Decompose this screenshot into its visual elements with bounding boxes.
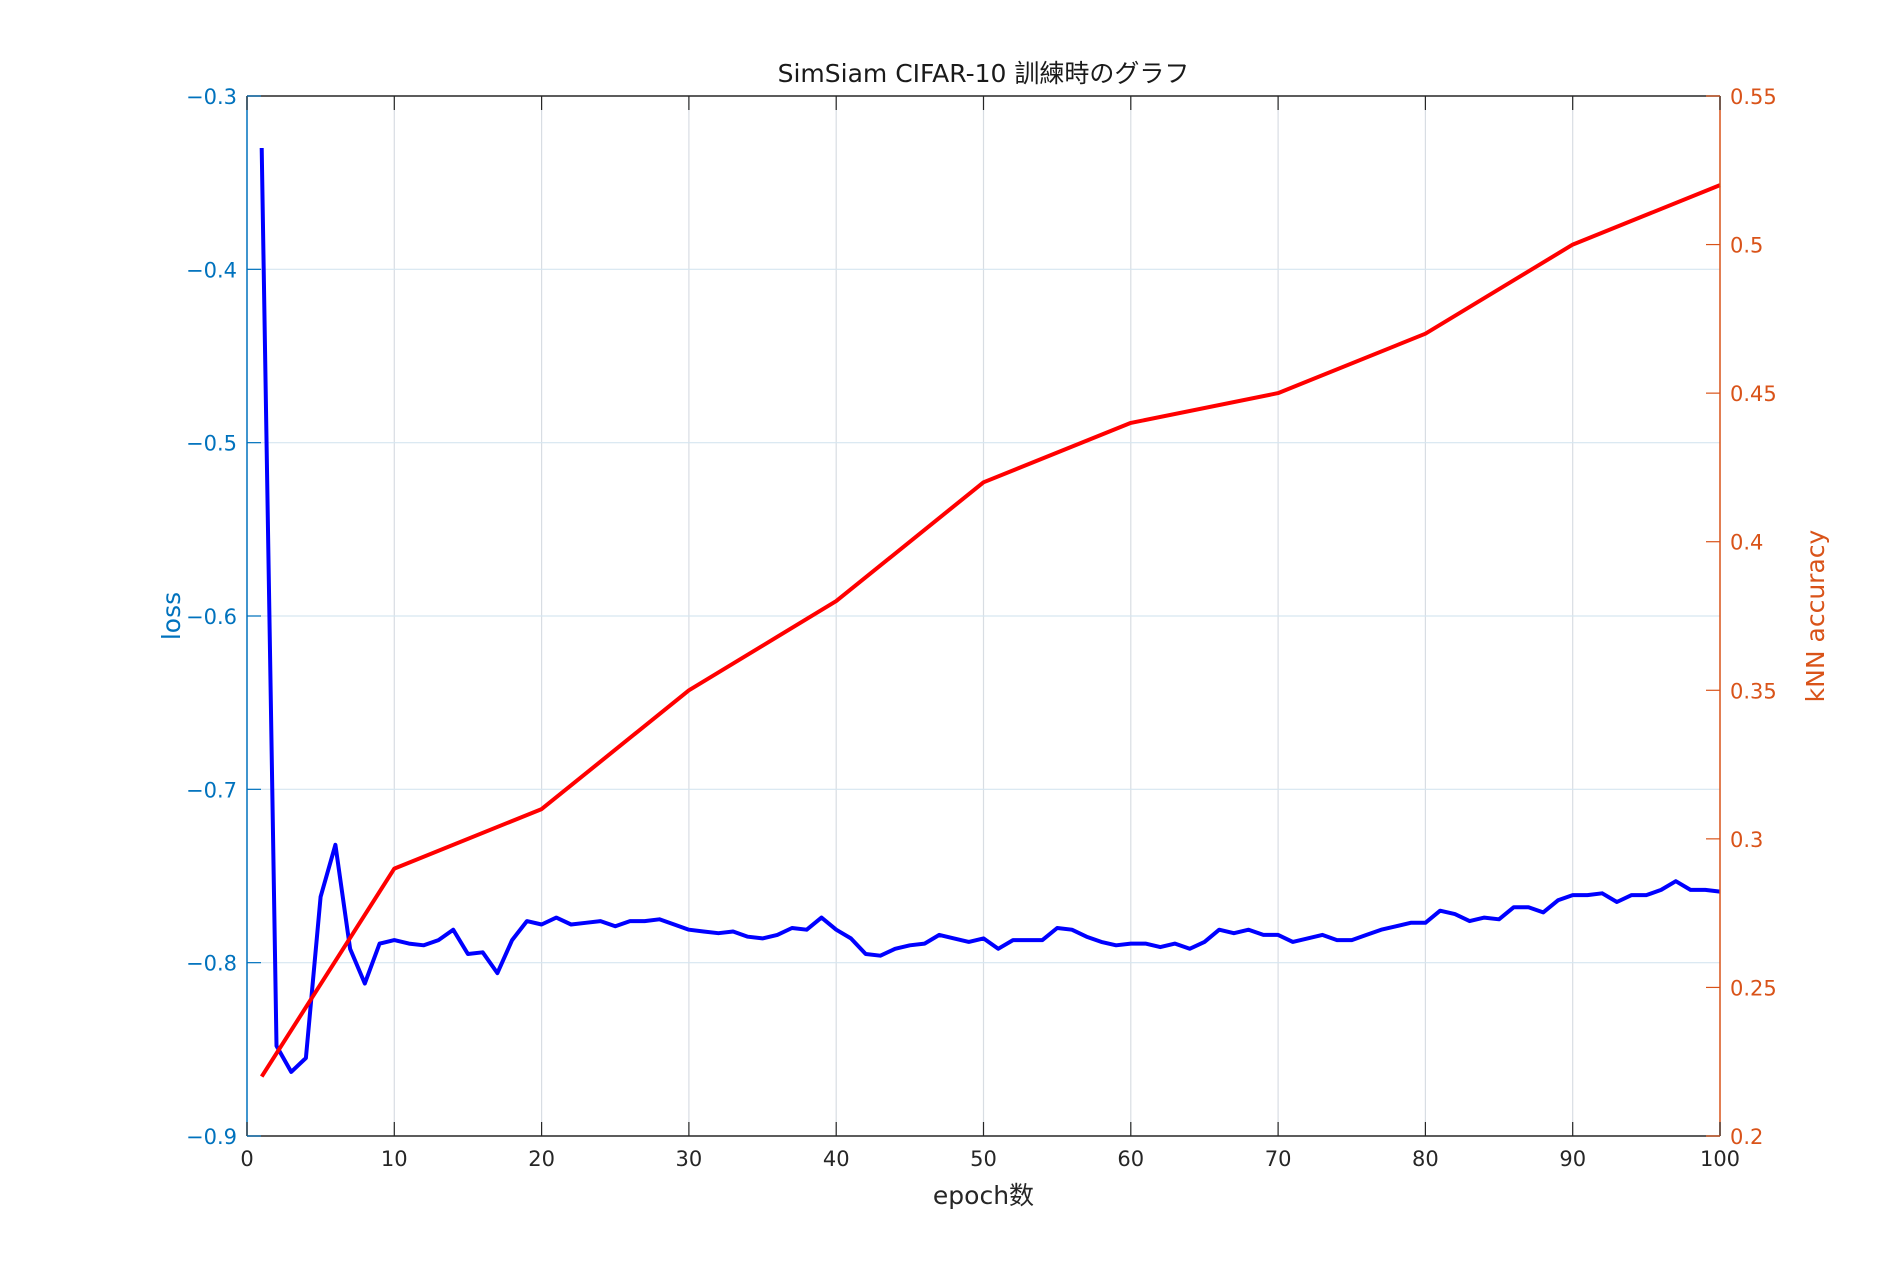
- loss-line: [259, 147, 1721, 1074]
- x-axis-label: epoch数: [933, 1181, 1034, 1210]
- right-y-axis-label: kNN accuracy: [1801, 529, 1830, 702]
- left-tick-label: −0.6: [186, 605, 237, 629]
- right-tick-label: 0.45: [1730, 382, 1777, 406]
- right-tick-label: 0.35: [1730, 679, 1777, 703]
- x-tick-label: 20: [528, 1147, 555, 1171]
- left-tick-label: −0.7: [186, 778, 237, 802]
- x-tick-label: 0: [240, 1147, 253, 1171]
- x-tick-label: 50: [970, 1147, 997, 1171]
- chart-title: SimSiam CIFAR-10 訓練時のグラフ: [778, 59, 1190, 88]
- x-tick-label: 70: [1265, 1147, 1292, 1171]
- left-tick-label: −0.8: [186, 952, 237, 976]
- x-tick-label: 90: [1559, 1147, 1586, 1171]
- x-tick-label: 30: [676, 1147, 703, 1171]
- series-layer: [259, 147, 1721, 1078]
- right-tick-label: 0.5: [1730, 234, 1763, 258]
- x-tick-label: 40: [823, 1147, 850, 1171]
- left-tick-label: −0.9: [186, 1125, 237, 1149]
- right-tick-label: 0.25: [1730, 976, 1777, 1000]
- right-tick-label: 0.3: [1730, 828, 1763, 852]
- x-tick-label: 100: [1700, 1147, 1740, 1171]
- x-tick-label: 60: [1117, 1147, 1144, 1171]
- x-tick-label: 80: [1412, 1147, 1439, 1171]
- left-tick-label: −0.3: [186, 85, 237, 109]
- right-tick-label: 0.4: [1730, 531, 1763, 555]
- x-tick-label: 10: [381, 1147, 408, 1171]
- right-tick-label: 0.55: [1730, 85, 1777, 109]
- axes: 0 10 20 30 40 50 60 70 80 90 100 −0.9 −0.8 −0.7 −0.6 −0…: [186, 85, 1777, 1171]
- knn-accuracy-line: [260, 183, 1721, 1078]
- left-tick-label: −0.4: [186, 258, 237, 282]
- grid-lines: [247, 96, 1720, 1136]
- left-y-axis-label: loss: [157, 592, 186, 640]
- right-tick-label: 0.2: [1730, 1125, 1763, 1149]
- left-tick-label: −0.5: [186, 432, 237, 456]
